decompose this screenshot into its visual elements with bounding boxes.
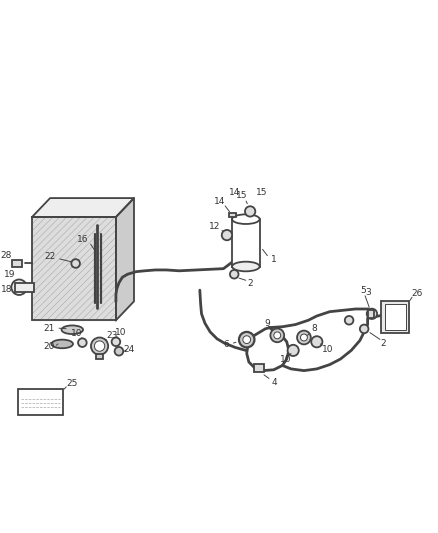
Bar <box>15 283 34 292</box>
Text: 14: 14 <box>213 197 225 206</box>
Text: 16: 16 <box>77 235 88 244</box>
Circle shape <box>95 341 105 351</box>
Text: 6: 6 <box>224 340 230 349</box>
Ellipse shape <box>232 262 260 271</box>
Circle shape <box>115 347 123 356</box>
Text: 1: 1 <box>271 255 277 264</box>
Bar <box>32 217 116 320</box>
Circle shape <box>288 345 299 356</box>
Text: 4: 4 <box>272 378 278 387</box>
Text: 21: 21 <box>43 324 54 333</box>
Circle shape <box>297 330 311 344</box>
Circle shape <box>360 325 368 333</box>
Text: 5: 5 <box>360 286 366 295</box>
Bar <box>96 354 103 359</box>
Text: 2: 2 <box>381 340 386 349</box>
Circle shape <box>239 332 254 348</box>
Text: 14: 14 <box>229 188 240 197</box>
Text: 12: 12 <box>209 222 221 231</box>
Polygon shape <box>32 198 134 217</box>
Circle shape <box>222 230 232 240</box>
Text: 28: 28 <box>0 251 12 260</box>
Text: 24: 24 <box>123 345 134 354</box>
Circle shape <box>11 279 27 295</box>
Circle shape <box>274 332 281 339</box>
Text: 10: 10 <box>322 345 333 353</box>
Text: 20: 20 <box>43 342 54 351</box>
Text: 22: 22 <box>45 252 56 261</box>
Bar <box>381 301 410 333</box>
Circle shape <box>270 328 284 342</box>
Circle shape <box>91 337 108 354</box>
Circle shape <box>78 338 87 347</box>
Bar <box>18 389 63 415</box>
Ellipse shape <box>61 326 83 334</box>
Text: 18: 18 <box>1 285 13 294</box>
Bar <box>385 304 406 330</box>
Text: 15: 15 <box>256 188 268 197</box>
Circle shape <box>243 336 251 343</box>
Text: 9: 9 <box>265 319 270 328</box>
Polygon shape <box>116 198 134 320</box>
Circle shape <box>112 337 120 346</box>
Circle shape <box>71 259 80 268</box>
Bar <box>12 261 22 266</box>
Bar <box>229 213 237 217</box>
Text: 23: 23 <box>106 331 117 340</box>
Text: 10: 10 <box>71 329 83 338</box>
Text: 15: 15 <box>236 191 247 200</box>
Text: 2: 2 <box>247 279 253 288</box>
Text: 25: 25 <box>66 379 77 389</box>
Ellipse shape <box>51 340 73 348</box>
Circle shape <box>311 336 322 348</box>
Bar <box>368 310 374 318</box>
Text: 26: 26 <box>411 289 423 297</box>
Circle shape <box>345 316 353 325</box>
Circle shape <box>230 270 239 279</box>
Text: 19: 19 <box>4 270 15 279</box>
Bar <box>232 219 260 266</box>
Text: 10: 10 <box>280 355 292 364</box>
Polygon shape <box>32 217 116 320</box>
Circle shape <box>367 309 377 319</box>
Text: 3: 3 <box>366 288 371 297</box>
Text: 10: 10 <box>114 328 126 337</box>
Circle shape <box>300 334 307 341</box>
Text: 8: 8 <box>311 325 317 333</box>
Circle shape <box>245 206 255 216</box>
Bar <box>254 364 264 372</box>
Ellipse shape <box>232 214 260 224</box>
